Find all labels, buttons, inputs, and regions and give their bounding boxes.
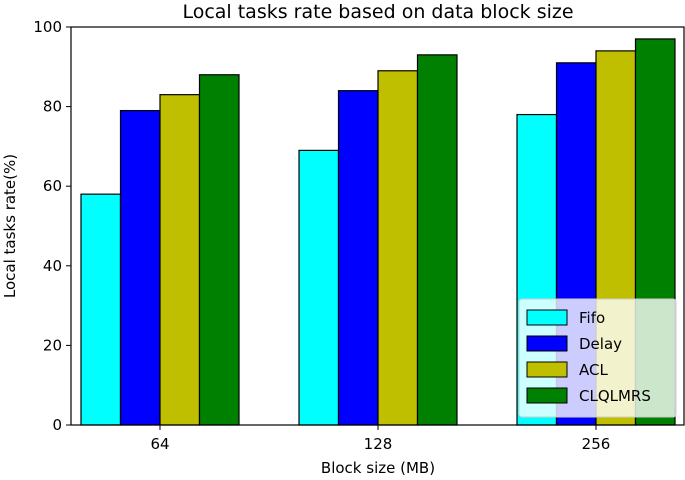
y-tick-label: 80 [43, 98, 62, 116]
bar-fifo-64 [80, 193, 122, 426]
bar-delay-128 [337, 90, 379, 426]
x-axis-label: Block size (MB) [321, 459, 435, 477]
y-tick-label: 40 [43, 257, 62, 275]
bar-clqlmrs-128 [416, 54, 458, 426]
y-axis-ticks: 0 20 40 60 80 100 [33, 18, 71, 434]
y-tick-label: 0 [52, 416, 62, 434]
x-axis-ticks: 64 128 256 [150, 425, 610, 453]
legend-swatch-fifo [526, 309, 568, 326]
legend-swatch-clqlmrs [526, 387, 568, 404]
legend-swatch-delay [526, 335, 568, 352]
y-axis-label: Local tasks rate(%) [1, 154, 19, 298]
bar-fifo-128 [298, 149, 340, 426]
legend-swatch-acl [526, 361, 568, 378]
bar-acl-64 [159, 94, 201, 426]
y-tick-label: 100 [33, 18, 62, 36]
bar-acl-128 [377, 70, 419, 426]
y-tick-label: 60 [43, 177, 62, 195]
x-tick-label: 128 [364, 435, 393, 453]
legend-label-acl: ACL [579, 361, 608, 379]
legend: Fifo Delay ACL CLQLMRS [518, 298, 677, 418]
legend-label-delay: Delay [579, 335, 622, 353]
plot-frame [70, 26, 685, 426]
bar-clqlmrs-64 [198, 74, 240, 426]
bar-delay-64 [119, 109, 161, 426]
chart-title: Local tasks rate based on data block siz… [182, 1, 573, 23]
x-tick-label: 64 [150, 435, 169, 453]
legend-label-clqlmrs: CLQLMRS [579, 387, 651, 405]
legend-label-fifo: Fifo [579, 309, 605, 327]
x-tick-label: 256 [582, 435, 611, 453]
y-tick-label: 20 [43, 336, 62, 354]
